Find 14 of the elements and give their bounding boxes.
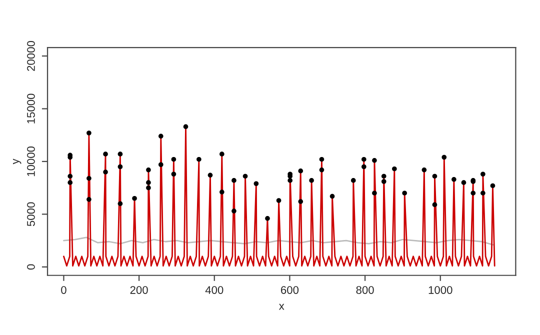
x-axis-title: x (278, 304, 284, 310)
x-tick-label: 1000 (428, 286, 452, 294)
y-tick-label: 15000 (27, 94, 35, 124)
y-axis-title: y (13, 158, 22, 164)
y-tick-label: 10000 (27, 146, 35, 176)
x-tick-label: 0 (61, 286, 66, 294)
line-series (63, 236, 494, 246)
y-tick-label: 5000 (27, 202, 35, 226)
x-tick-label: 600 (281, 286, 299, 294)
y-tick-label: 20000 (27, 40, 35, 71)
x-tick-label: 800 (356, 286, 374, 294)
x-tick-label: 400 (205, 286, 224, 294)
x-tick-label: 200 (130, 286, 148, 294)
y-tick-label: 0 (27, 264, 35, 270)
